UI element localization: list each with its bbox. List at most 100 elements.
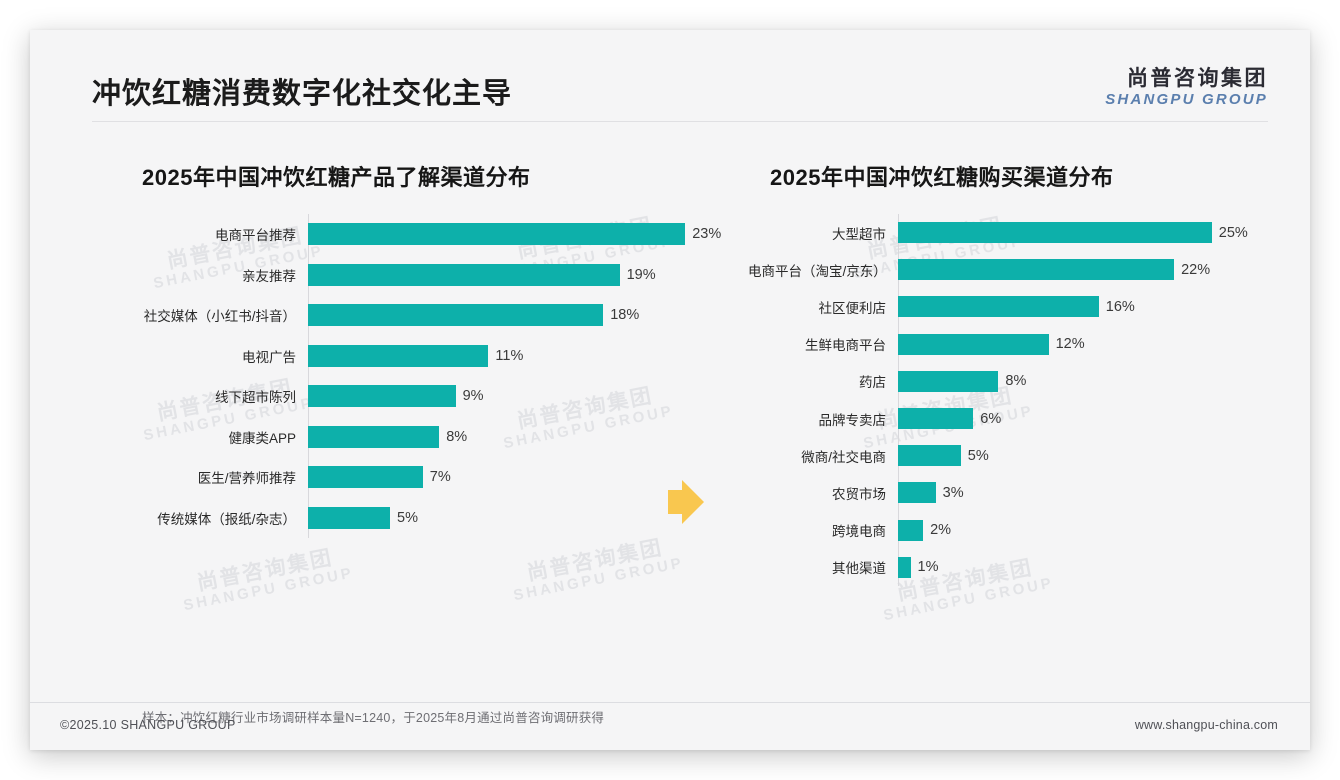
bar-track: 8%: [898, 370, 1268, 392]
bar-row-awareness: 社交媒体（小红书/抖音） 18%: [92, 295, 692, 336]
bar-segment[interactable]: [308, 263, 620, 286]
bar-value-label: 23%: [692, 226, 722, 243]
bar-value-label: 18%: [610, 307, 640, 324]
bar-value-label: 9%: [462, 388, 484, 405]
bar-segment[interactable]: [308, 223, 686, 246]
chart-axis-line: [898, 214, 899, 586]
chart-panel-purchase: 2025年中国冲饮红糖购买渠道分布 大型超市 25% 电商平台（淘宝/京东） 22% 社…: [748, 122, 1268, 658]
bar-segment[interactable]: [308, 344, 489, 367]
bar-value-label: 5%: [967, 447, 989, 464]
bar-row-purchase: 微商/社交电商 5%: [748, 437, 1268, 474]
bar-value-label: 19%: [626, 266, 656, 283]
bar-row-purchase: 跨境电商 2%: [748, 512, 1268, 549]
bar-segment[interactable]: [898, 296, 1099, 318]
bar-segment[interactable]: [898, 482, 936, 504]
bar-segment[interactable]: [898, 370, 999, 392]
header-divider: [92, 121, 1268, 122]
bar-track: 1%: [898, 556, 1268, 578]
bar-value-label: 25%: [1218, 224, 1248, 241]
bar-value-label: 5%: [397, 509, 418, 526]
bar-row-purchase: 社区便利店 16%: [748, 288, 1268, 325]
bar-category-label: 品牌专卖店: [818, 412, 887, 428]
bar-value-label: 8%: [446, 428, 468, 445]
bar-category-label: 电商平台推荐: [215, 228, 296, 244]
bar-segment[interactable]: [898, 333, 1049, 355]
bar-category-label: 生鲜电商平台: [805, 338, 886, 354]
bar-value-label: 1%: [917, 559, 939, 576]
bar-track: 19%: [308, 263, 692, 286]
bar-category-label: 社交媒体（小红书/抖音）: [143, 309, 296, 325]
bar-row-purchase: 生鲜电商平台 12%: [748, 326, 1268, 363]
bar-row-awareness: 线下超市陈列 9%: [92, 376, 692, 417]
brand-logo-en: SHANGPU GROUP: [1105, 91, 1268, 109]
bar-category-label: 亲友推荐: [242, 268, 296, 284]
bar-segment[interactable]: [308, 385, 456, 408]
bar-category-label: 线下超市陈列: [215, 390, 296, 406]
bar-segment[interactable]: [898, 259, 1175, 281]
bar-value-label: 2%: [930, 522, 952, 539]
bar-value-label: 7%: [429, 469, 451, 486]
bar-row-purchase: 农贸市场 3%: [748, 474, 1268, 511]
bar-value-label: 6%: [980, 410, 1002, 427]
chart-axis-line: [308, 214, 309, 538]
slide-footer: ©2025.10 SHANGPU GROUP www.shangpu-china…: [30, 702, 1310, 750]
brand-logo: 尚普咨询集团 SHANGPU GROUP: [1105, 67, 1268, 109]
bar-chart-purchase: 大型超市 25% 电商平台（淘宝/京东） 22% 社区便利店 16% 生鲜电商平台 12% 药店…: [748, 214, 1268, 586]
chart-title-awareness: 2025年中国冲饮红糖产品了解渠道分布: [142, 165, 531, 190]
bar-category-label: 农贸市场: [832, 486, 886, 502]
bar-rows: 大型超市 25% 电商平台（淘宝/京东） 22% 社区便利店 16% 生鲜电商平台 12% 药店…: [748, 214, 1268, 586]
chart-title-purchase: 2025年中国冲饮红糖购买渠道分布: [770, 165, 1114, 190]
charts-area: 2025年中国冲饮红糖产品了解渠道分布 电商平台推荐 23% 亲友推荐 19% 社交媒体…: [30, 122, 1310, 658]
bar-row-purchase: 大型超市 25%: [748, 214, 1268, 251]
right-arrow-icon: [668, 480, 704, 524]
bar-track: 9%: [308, 385, 692, 408]
bar-track: 5%: [898, 445, 1268, 467]
bar-segment[interactable]: [308, 506, 390, 529]
bar-value-label: 16%: [1105, 298, 1135, 315]
bar-row-awareness: 健康类APP 8%: [92, 417, 692, 458]
sample-note: 样本：冲饮红糖行业市场调研样本量N=1240，于2025年8月通过尚普咨询调研获…: [142, 711, 605, 725]
bar-value-label: 3%: [942, 484, 964, 501]
slide-canvas: 尚普咨询集团 SHANGPU GROUP 尚普咨询集团 SHANGPU GROU…: [30, 30, 1310, 750]
bar-track: 2%: [898, 519, 1268, 541]
bar-segment[interactable]: [898, 519, 924, 541]
bar-row-awareness: 传统媒体（报纸/杂志） 5%: [92, 498, 692, 539]
bar-row-purchase: 品牌专卖店 6%: [748, 400, 1268, 437]
bar-category-label: 药店: [859, 375, 886, 391]
bar-value-label: 8%: [1005, 373, 1027, 390]
bar-category-label: 医生/营养师推荐: [197, 471, 296, 487]
bar-segment[interactable]: [898, 408, 974, 430]
bar-segment[interactable]: [898, 556, 911, 578]
bar-category-label: 电视广告: [242, 349, 296, 365]
bar-track: 3%: [898, 482, 1268, 504]
chart-panel-awareness: 2025年中国冲饮红糖产品了解渠道分布 电商平台推荐 23% 亲友推荐 19% 社交媒体…: [92, 122, 721, 658]
bar-category-label: 其他渠道: [832, 561, 886, 577]
bar-row-purchase: 药店 8%: [748, 363, 1268, 400]
bar-segment[interactable]: [898, 222, 1212, 244]
bar-track: 8%: [308, 425, 692, 448]
bar-track: 18%: [308, 304, 692, 327]
bar-segment[interactable]: [308, 304, 604, 327]
bar-track: 16%: [898, 296, 1268, 318]
bar-row-awareness: 电商平台推荐 23%: [92, 214, 721, 255]
bar-row-purchase: 电商平台（淘宝/京东） 22%: [748, 251, 1268, 288]
bar-value-label: 12%: [1055, 336, 1085, 353]
bar-category-label: 微商/社交电商: [801, 449, 886, 465]
bar-track: 7%: [308, 466, 692, 489]
bar-track: 5%: [308, 506, 692, 529]
slide-header: 冲饮红糖消费数字化社交化主导 尚普咨询集团 SHANGPU GROUP: [30, 30, 1310, 122]
bar-category-label: 传统媒体（报纸/杂志）: [157, 511, 296, 527]
brand-logo-cn: 尚普咨询集团: [1127, 67, 1268, 90]
footer-copyright: ©2025.10 SHANGPU GROUP: [60, 718, 236, 732]
bar-row-purchase: 其他渠道 1%: [748, 549, 1268, 586]
footer-website[interactable]: www.shangpu-china.com: [1134, 718, 1278, 732]
bar-track: 22%: [898, 259, 1268, 281]
bar-segment[interactable]: [308, 425, 440, 448]
bar-value-label: 22%: [1181, 261, 1211, 278]
bar-segment[interactable]: [308, 466, 423, 489]
bar-value-label: 11%: [495, 347, 524, 364]
bar-row-awareness: 亲友推荐 19%: [92, 255, 692, 296]
bar-rows: 电商平台推荐 23% 亲友推荐 19% 社交媒体（小红书/抖音） 18% 电视广告 11% 线下…: [92, 214, 721, 539]
bar-category-label: 大型超市: [832, 226, 886, 242]
bar-segment[interactable]: [898, 445, 961, 467]
